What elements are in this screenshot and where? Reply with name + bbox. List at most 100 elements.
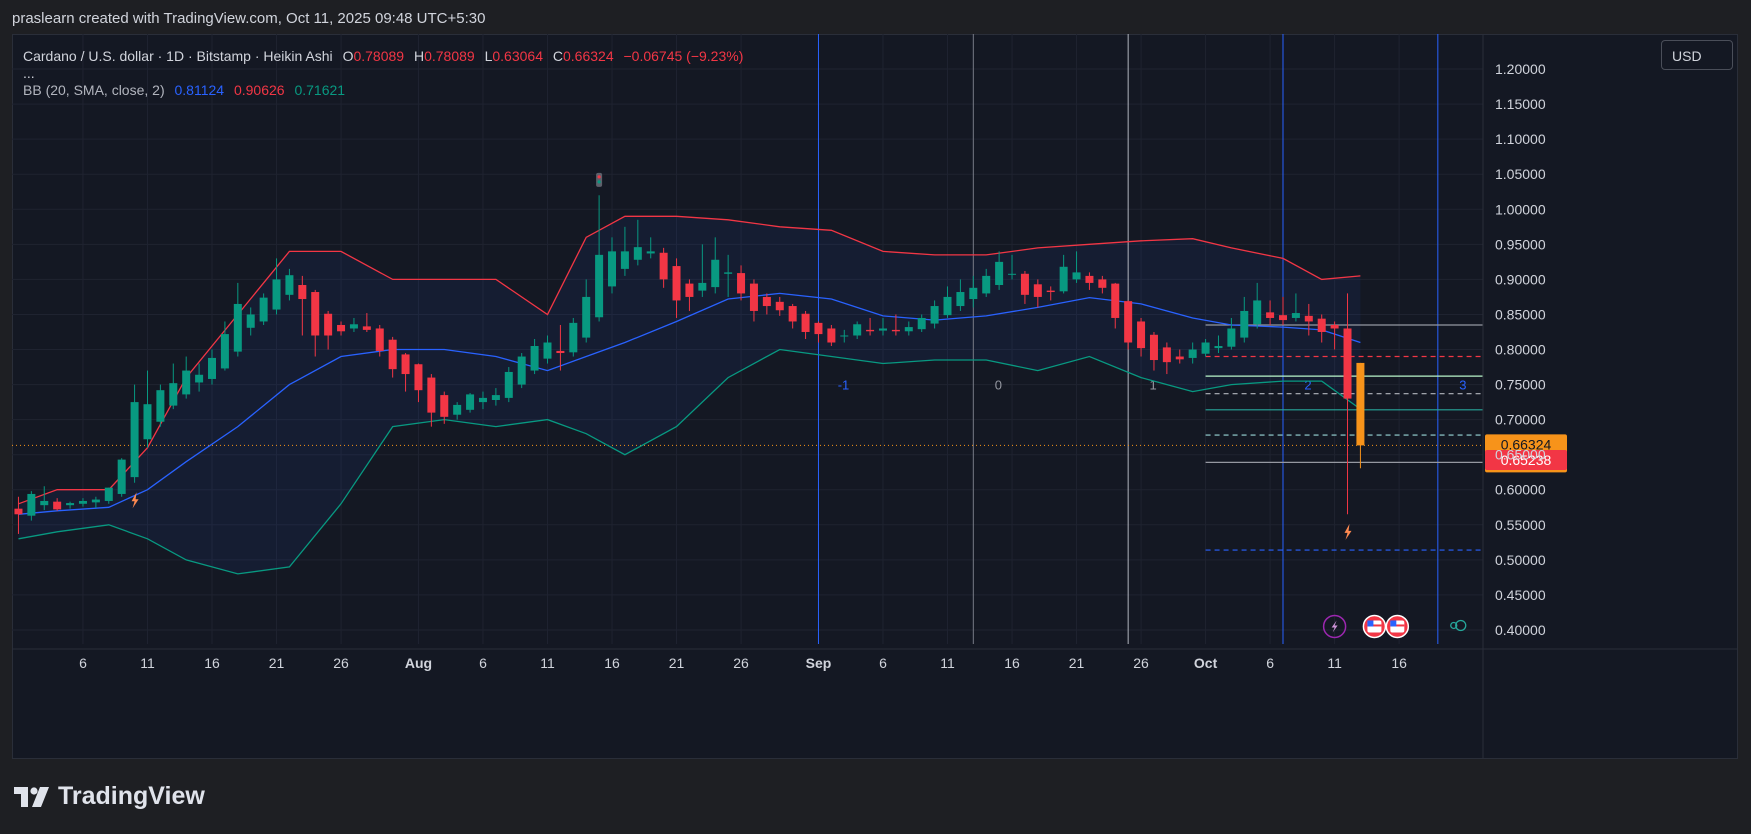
event-lightning-icon[interactable] bbox=[1322, 614, 1347, 639]
candle[interactable] bbox=[788, 303, 797, 329]
candle[interactable] bbox=[530, 339, 539, 375]
candle[interactable] bbox=[362, 313, 371, 332]
candle[interactable] bbox=[1227, 317, 1236, 350]
candle[interactable] bbox=[1020, 270, 1029, 304]
candle[interactable] bbox=[943, 286, 952, 318]
candle[interactable] bbox=[711, 237, 720, 294]
candle[interactable] bbox=[40, 486, 49, 511]
candle[interactable] bbox=[504, 367, 513, 403]
bb-label[interactable]: BB (20, SMA, close, 2) bbox=[23, 82, 165, 98]
candle[interactable] bbox=[569, 317, 578, 357]
candle[interactable] bbox=[672, 258, 681, 318]
candle[interactable] bbox=[620, 226, 629, 276]
candle[interactable] bbox=[78, 498, 87, 507]
candle[interactable] bbox=[685, 279, 694, 311]
candle[interactable] bbox=[324, 310, 333, 350]
candle[interactable] bbox=[246, 307, 255, 336]
candle[interactable] bbox=[298, 275, 307, 336]
candle[interactable] bbox=[491, 388, 500, 406]
candle[interactable] bbox=[478, 391, 487, 410]
candle[interactable] bbox=[1317, 314, 1326, 343]
candle[interactable] bbox=[1304, 303, 1313, 336]
candle[interactable] bbox=[1162, 342, 1171, 375]
candle[interactable] bbox=[762, 293, 771, 315]
candle[interactable] bbox=[1149, 331, 1158, 371]
legend-more[interactable]: ... bbox=[23, 65, 35, 81]
candle[interactable] bbox=[66, 501, 75, 509]
candle[interactable] bbox=[349, 317, 358, 332]
candle[interactable] bbox=[1085, 272, 1094, 290]
candle[interactable] bbox=[982, 268, 991, 297]
candle[interactable] bbox=[866, 317, 875, 336]
candle[interactable] bbox=[453, 402, 462, 420]
dividends-icon[interactable] bbox=[1455, 619, 1467, 632]
candle[interactable] bbox=[233, 282, 242, 357]
candle[interactable] bbox=[1343, 293, 1352, 515]
candle[interactable] bbox=[1111, 282, 1120, 329]
candle[interactable] bbox=[698, 244, 707, 297]
candle[interactable] bbox=[375, 324, 384, 357]
symbol-name[interactable]: Cardano / U.S. dollar · 1D · Bitstamp · … bbox=[23, 48, 333, 64]
candle[interactable] bbox=[582, 279, 591, 343]
candle[interactable] bbox=[285, 268, 294, 301]
candle[interactable] bbox=[775, 296, 784, 316]
candle[interactable] bbox=[1356, 362, 1365, 469]
candle[interactable] bbox=[749, 279, 758, 322]
candle[interactable] bbox=[427, 374, 436, 427]
candle[interactable] bbox=[1330, 321, 1339, 350]
candle[interactable] bbox=[608, 237, 617, 294]
candle[interactable] bbox=[904, 321, 913, 336]
candle[interactable] bbox=[1175, 349, 1184, 364]
candle[interactable] bbox=[543, 335, 552, 364]
candle[interactable] bbox=[724, 254, 733, 297]
candle[interactable] bbox=[220, 321, 229, 371]
candle[interactable] bbox=[659, 247, 668, 288]
candle[interactable] bbox=[930, 300, 939, 329]
candle[interactable] bbox=[401, 353, 410, 392]
tradingview-logo[interactable]: TradingView bbox=[14, 782, 205, 811]
candle[interactable] bbox=[556, 324, 565, 371]
candle[interactable] bbox=[1291, 293, 1300, 322]
candle[interactable] bbox=[1072, 251, 1081, 283]
candle[interactable] bbox=[53, 498, 62, 511]
candle[interactable] bbox=[737, 265, 746, 301]
candle[interactable] bbox=[1266, 300, 1275, 325]
candle[interactable] bbox=[956, 279, 965, 311]
candle[interactable] bbox=[517, 353, 526, 389]
candle[interactable] bbox=[195, 363, 204, 392]
candle[interactable] bbox=[14, 496, 23, 534]
candle[interactable] bbox=[91, 496, 100, 508]
candle[interactable] bbox=[891, 314, 900, 336]
candle[interactable] bbox=[182, 356, 191, 399]
candle[interactable] bbox=[440, 391, 449, 424]
candle[interactable] bbox=[27, 491, 36, 521]
candle[interactable] bbox=[414, 363, 423, 403]
candle[interactable] bbox=[156, 384, 165, 427]
candle[interactable] bbox=[1008, 254, 1017, 280]
candle[interactable] bbox=[169, 363, 178, 410]
candle[interactable] bbox=[1098, 275, 1107, 294]
candle[interactable] bbox=[1046, 286, 1055, 301]
candle[interactable] bbox=[917, 314, 926, 332]
candle[interactable] bbox=[1240, 296, 1249, 343]
candle[interactable] bbox=[1188, 342, 1197, 364]
candle[interactable] bbox=[595, 195, 604, 322]
candle[interactable] bbox=[840, 329, 849, 343]
candle[interactable] bbox=[878, 317, 887, 336]
candle[interactable] bbox=[1278, 296, 1287, 325]
candle[interactable] bbox=[208, 349, 217, 385]
candle[interactable] bbox=[1214, 335, 1223, 354]
candle[interactable] bbox=[311, 289, 320, 357]
candle[interactable] bbox=[104, 487, 113, 504]
candle[interactable] bbox=[259, 293, 268, 325]
candle[interactable] bbox=[272, 258, 281, 315]
candle[interactable] bbox=[337, 321, 346, 336]
candle[interactable] bbox=[827, 324, 836, 347]
candle[interactable] bbox=[646, 237, 655, 259]
candle[interactable] bbox=[388, 336, 397, 378]
candle[interactable] bbox=[801, 310, 810, 339]
candle[interactable] bbox=[466, 392, 475, 413]
candle[interactable] bbox=[117, 458, 126, 497]
candle[interactable] bbox=[130, 384, 139, 483]
